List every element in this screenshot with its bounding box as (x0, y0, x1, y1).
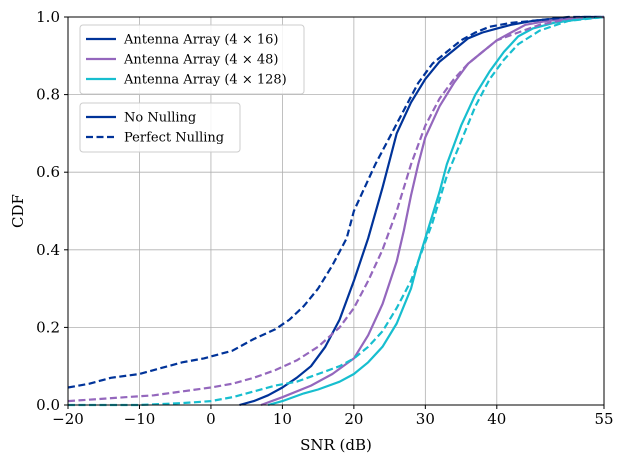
x-tick-label: 10 (273, 410, 292, 428)
legend-label: Perfect Nulling (124, 131, 224, 146)
series-line (260, 15, 605, 407)
legend-antenna-array: Antenna Array (4 × 16) Antenna Array (4 ×… (79, 24, 305, 95)
series-line (67, 15, 605, 403)
legend-label: Antenna Array (4 × 48) (123, 53, 278, 68)
legend-box (79, 24, 305, 95)
x-axis-title: SNR (dB) (300, 436, 372, 454)
x-tick-label: −10 (124, 410, 156, 428)
axis-ticks: −20 −10 0 10 20 30 40 55 0.0 0.2 0.4 0.6 0.8 1.0 (36, 8, 613, 428)
legend-label: Antenna Array (4 × 128) (123, 73, 287, 88)
plot-frame (67, 16, 605, 406)
series-line (267, 15, 605, 407)
y-tick-label: 0.6 (36, 163, 60, 181)
y-tick-label: 0.4 (36, 241, 60, 259)
legend-box (79, 102, 241, 153)
x-tick-label: 30 (416, 410, 435, 428)
legend-nulling: No Nulling Perfect Nulling (79, 102, 241, 153)
legend-label: Antenna Array (4 × 16) (123, 33, 278, 48)
series-layer (67, 15, 605, 407)
x-tick-label: 40 (487, 410, 506, 428)
y-tick-label: 0.2 (36, 318, 60, 336)
x-tick-label: 20 (344, 410, 363, 428)
y-tick-label: 0.8 (36, 86, 60, 104)
x-tick-label: −20 (52, 410, 84, 428)
x-tick-label: 55 (594, 410, 613, 428)
legend-label: No Nulling (124, 111, 196, 126)
y-tick-label: 1.0 (36, 8, 60, 26)
series-line (239, 15, 604, 407)
y-tick-label: 0.0 (36, 396, 60, 414)
x-tick-label: 0 (206, 410, 216, 428)
series-line (67, 15, 604, 389)
y-axis-title: CDF (9, 194, 27, 228)
